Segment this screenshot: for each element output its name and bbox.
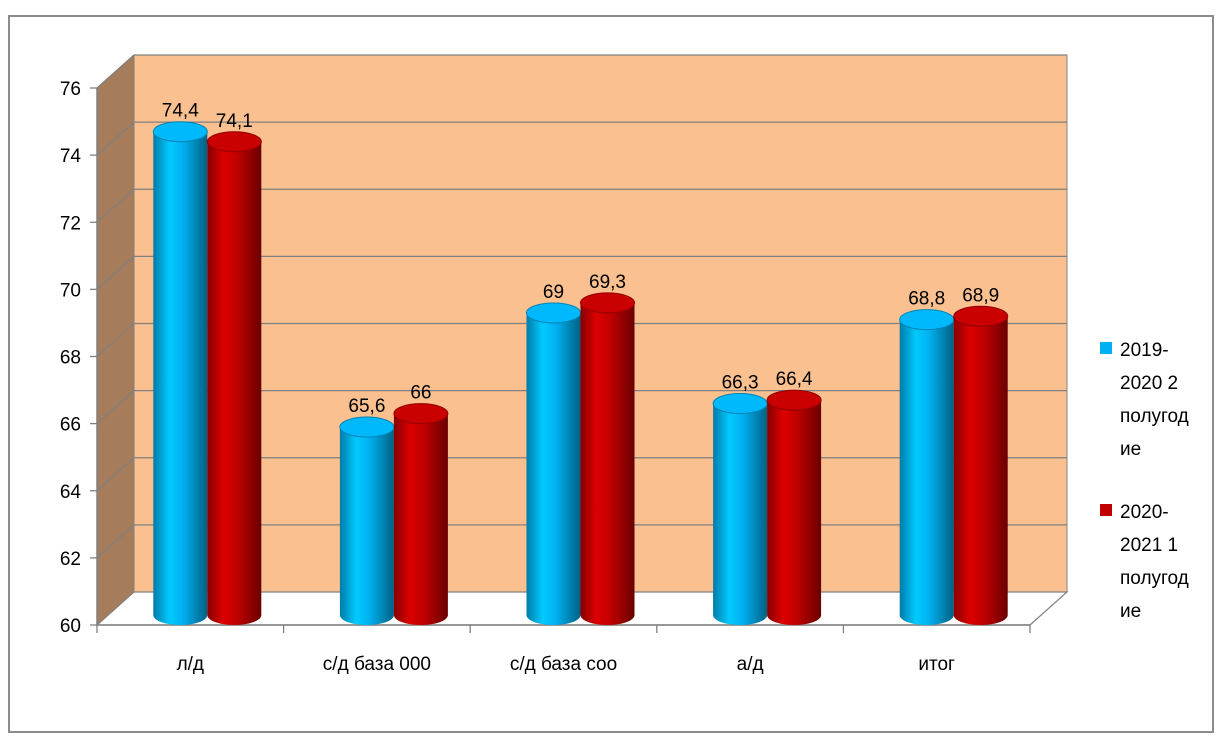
bar-body [899, 319, 954, 625]
legend-swatch [1100, 342, 1112, 354]
bar [766, 389, 822, 625]
legend-label: полугод [1120, 406, 1189, 427]
bar-body [153, 131, 208, 625]
bar-top [339, 416, 395, 438]
x-tick-label: с/д база соо [510, 654, 617, 675]
gridline-side [96, 390, 135, 425]
y-tick-label: 74 [60, 146, 82, 167]
gridline-side [96, 188, 135, 223]
x-tick-label: а/д [737, 654, 764, 675]
y-tick-label: 76 [60, 79, 81, 100]
bar-top [712, 393, 768, 415]
data-label: 65,6 [348, 396, 385, 417]
gridline-side [96, 524, 135, 559]
legend-label: полугод [1120, 568, 1189, 589]
data-label: 69,3 [589, 272, 626, 293]
bar [899, 309, 955, 625]
bar [206, 131, 262, 625]
bar-body [393, 413, 448, 625]
data-labels: 74,4 74,1 65,6 66 69 69,3 66,3 66,4 68,8 68,9 [162, 101, 999, 417]
y-tick-label: 72 [60, 213, 81, 234]
data-label: 66 [410, 383, 431, 404]
legend: 2019- 2020 2 полугод ие 2020- 2021 1 полугод ие [1100, 340, 1189, 622]
data-label: 74,4 [162, 101, 199, 122]
bar [953, 305, 1009, 625]
axes: 60 62 64 66 68 70 72 74 76 л/д с/д база 000 с/д баз… [60, 79, 1031, 675]
gridline-side [96, 121, 135, 156]
legend-label: ие [1120, 601, 1141, 622]
bar-top [766, 389, 822, 411]
legend-label: 2020- [1120, 502, 1169, 523]
data-label: 66,3 [722, 373, 759, 394]
y-tick-label: 60 [60, 616, 81, 637]
data-label: 74,1 [216, 111, 253, 132]
data-label: 68,8 [908, 289, 945, 310]
bar-top [206, 131, 262, 153]
bar-body [767, 400, 822, 625]
bar [339, 416, 395, 625]
y-tick-label: 62 [60, 549, 81, 570]
bar [580, 292, 635, 625]
bar-body [207, 141, 262, 625]
y-tick-label: 70 [60, 280, 81, 301]
bar-top [953, 305, 1009, 327]
x-tick-label: итог [918, 654, 955, 675]
bar-top [393, 403, 449, 425]
bar-body [713, 403, 768, 625]
y-tick-label: 64 [60, 482, 82, 503]
bar-top [580, 292, 635, 314]
bar [526, 302, 581, 625]
bar [712, 393, 768, 625]
data-label: 66,4 [776, 369, 813, 390]
bar-body [953, 316, 1008, 625]
data-label: 69 [543, 282, 564, 303]
bar-top [899, 309, 955, 331]
legend-label: 2021 1 [1120, 535, 1178, 556]
gridline-side [96, 323, 135, 357]
bar-body [580, 302, 635, 625]
bar-body [339, 427, 394, 625]
bars [152, 121, 1009, 625]
gridline-side [96, 255, 135, 290]
y-tick-label: 68 [60, 348, 81, 369]
bar-body [526, 312, 581, 625]
bar-top [526, 302, 581, 324]
x-tick-label: с/д база 000 [323, 654, 431, 675]
y-tick-label: 66 [60, 415, 81, 436]
legend-label: 2019- [1120, 340, 1169, 361]
gridline-side [96, 54, 135, 89]
x-tick-label: л/д [177, 654, 204, 675]
bar [393, 403, 449, 625]
legend-label: ие [1120, 439, 1141, 460]
gridline-side [96, 457, 135, 492]
legend-label: 2020 2 [1120, 373, 1178, 394]
legend-swatch [1100, 504, 1112, 516]
bar [152, 121, 208, 625]
data-label: 68,9 [962, 285, 999, 306]
bar-top [152, 121, 208, 143]
